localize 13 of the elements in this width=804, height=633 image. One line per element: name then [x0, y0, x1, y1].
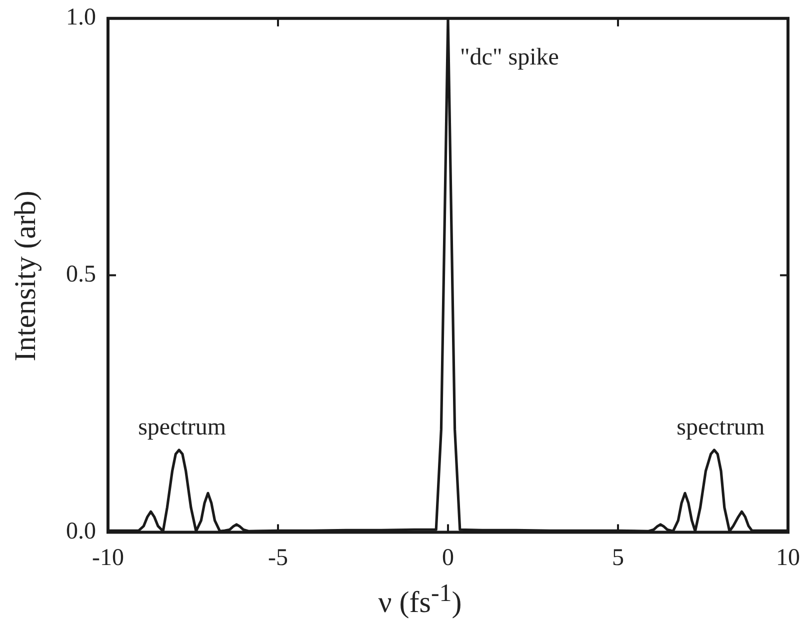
annotation: spectrum	[676, 414, 765, 440]
x-tick-label: 5	[612, 544, 624, 571]
y-tick-label: 0.5	[66, 262, 96, 288]
x-tick-label: -10	[92, 544, 124, 571]
y-tick-label: 1.0	[66, 4, 96, 31]
y-tick-label: 0.0	[66, 518, 96, 544]
x-tick-label: -5	[268, 544, 288, 571]
x-axis-title: ν (fs$^{-1}$)	[377, 580, 463, 620]
y-axis-title: Intensity (arb)	[9, 190, 43, 362]
annotation: spectrum	[138, 414, 226, 440]
x-tick-label: 0	[442, 544, 454, 571]
annotation: "dc" spike	[460, 44, 559, 71]
x-tick-label: 10	[776, 544, 800, 571]
